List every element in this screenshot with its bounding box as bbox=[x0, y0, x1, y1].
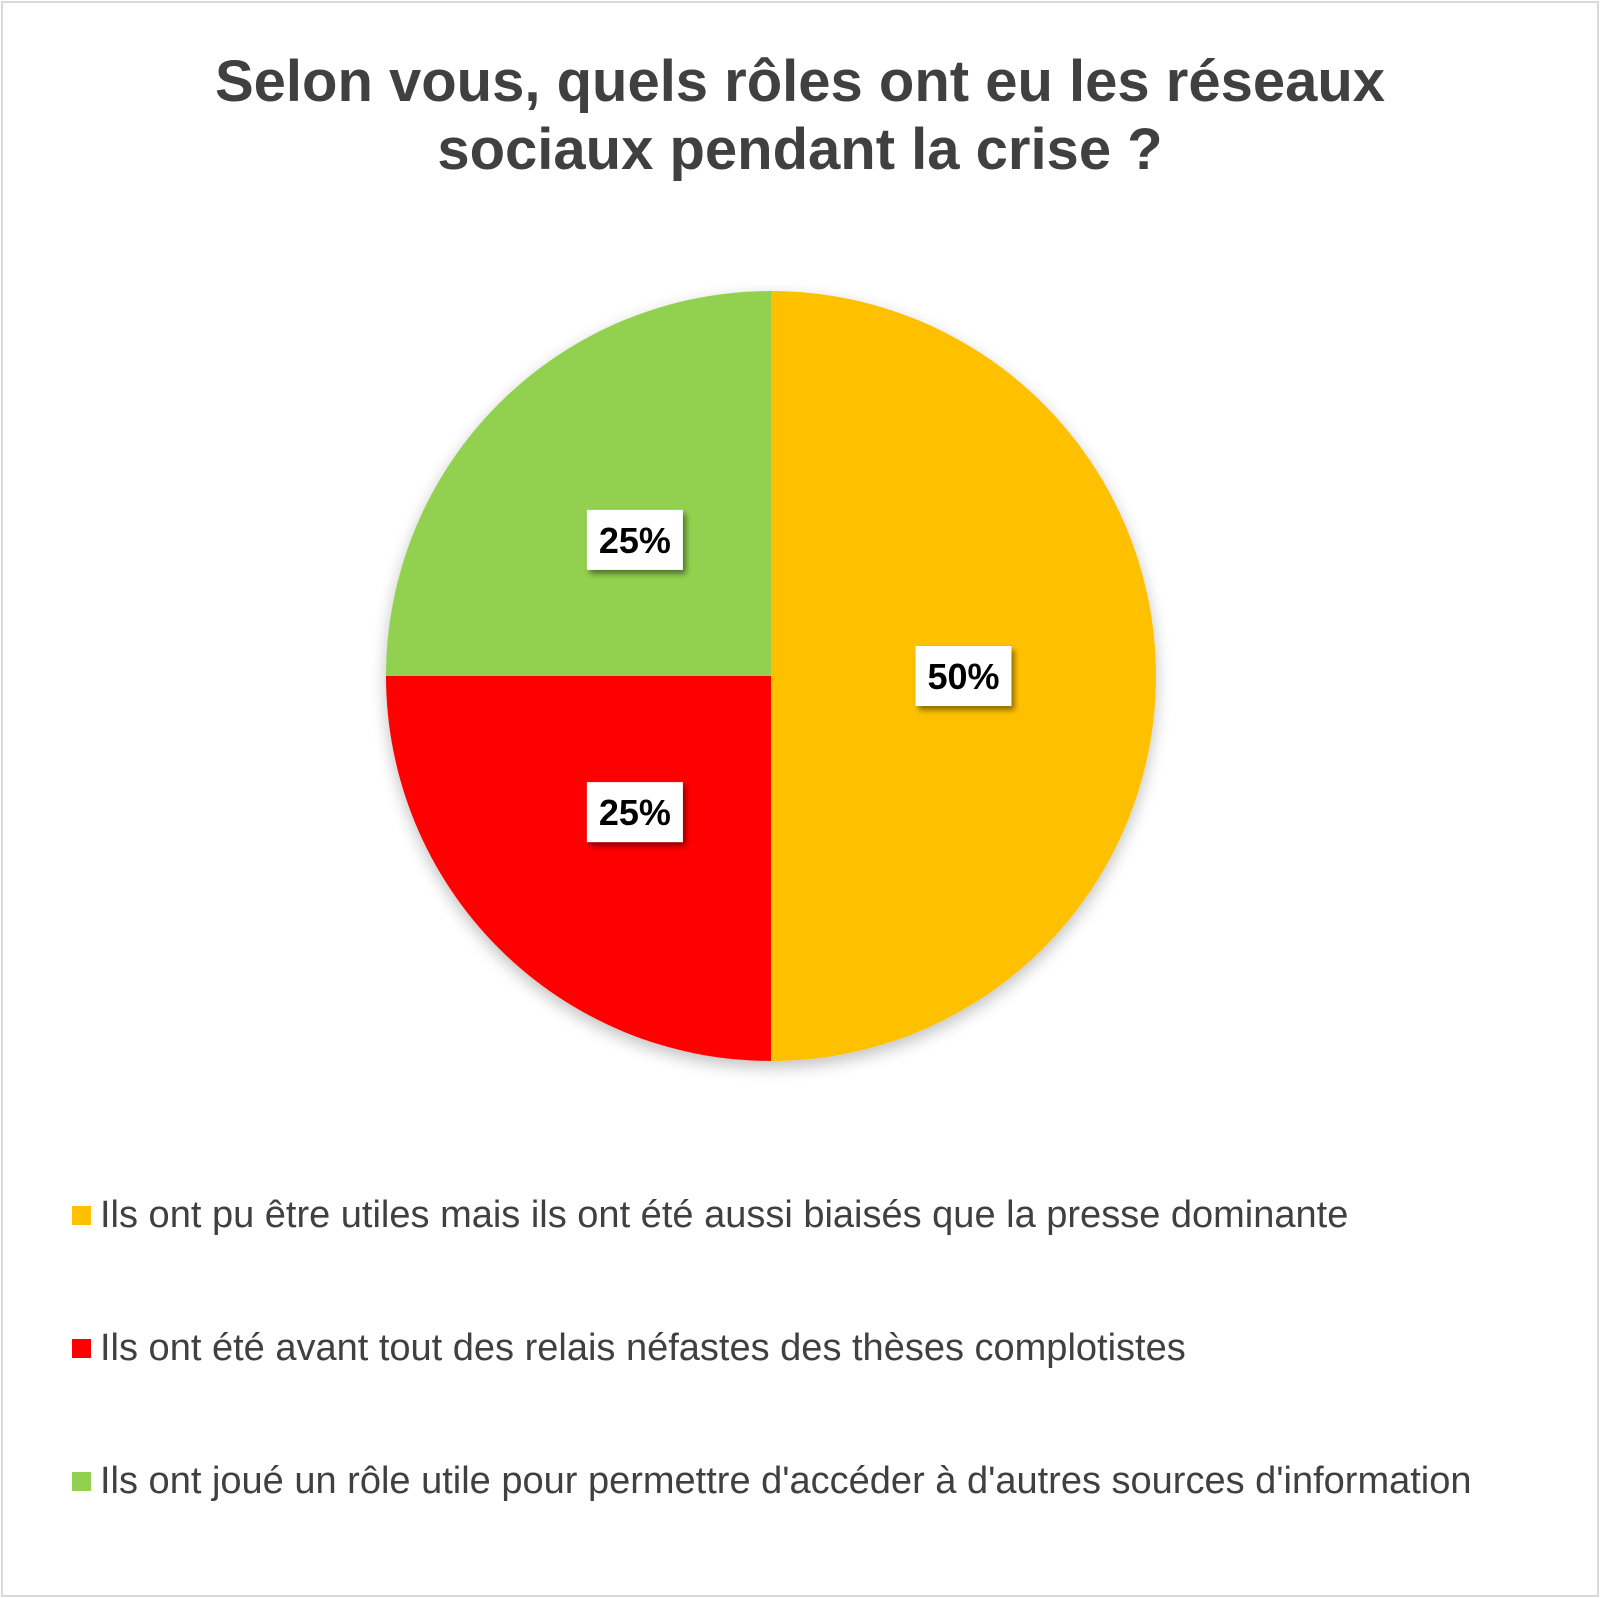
legend-swatch bbox=[72, 1205, 91, 1225]
pie-slice-3 bbox=[386, 291, 771, 676]
data-label-1: 50% bbox=[915, 646, 1012, 706]
legend-label: Ils ont joué un rôle utile pour permettr… bbox=[100, 1459, 1472, 1502]
legend-item-2: Ils ont été avant tout des relais néfast… bbox=[72, 1323, 1186, 1373]
legend-label: Ils ont été avant tout des relais néfast… bbox=[100, 1326, 1186, 1369]
data-label-text: 50% bbox=[927, 656, 999, 697]
legend-swatch bbox=[72, 1338, 91, 1358]
legend-label: Ils ont pu être utiles mais ils ont été … bbox=[100, 1193, 1349, 1236]
data-label-box bbox=[586, 782, 683, 843]
data-label-box bbox=[915, 646, 1012, 706]
pie-slice-2 bbox=[386, 676, 771, 1061]
legend-item-3: Ils ont joué un rôle utile pour permettr… bbox=[72, 1456, 1472, 1506]
legend-swatch bbox=[72, 1471, 91, 1491]
data-label-box bbox=[586, 509, 683, 570]
pie-data-labels: 50% 25% 25% bbox=[586, 509, 1012, 843]
data-label-3: 25% bbox=[586, 509, 683, 570]
data-label-text: 25% bbox=[599, 520, 671, 561]
data-label-text: 25% bbox=[599, 792, 671, 833]
legend-item-1: Ils ont pu être utiles mais ils ont été … bbox=[72, 1190, 1348, 1240]
pie-slices bbox=[386, 291, 1156, 1061]
data-label-2: 25% bbox=[586, 782, 683, 843]
chart-title: Selon vous, quels rôles ont eu les résea… bbox=[214, 49, 1386, 182]
